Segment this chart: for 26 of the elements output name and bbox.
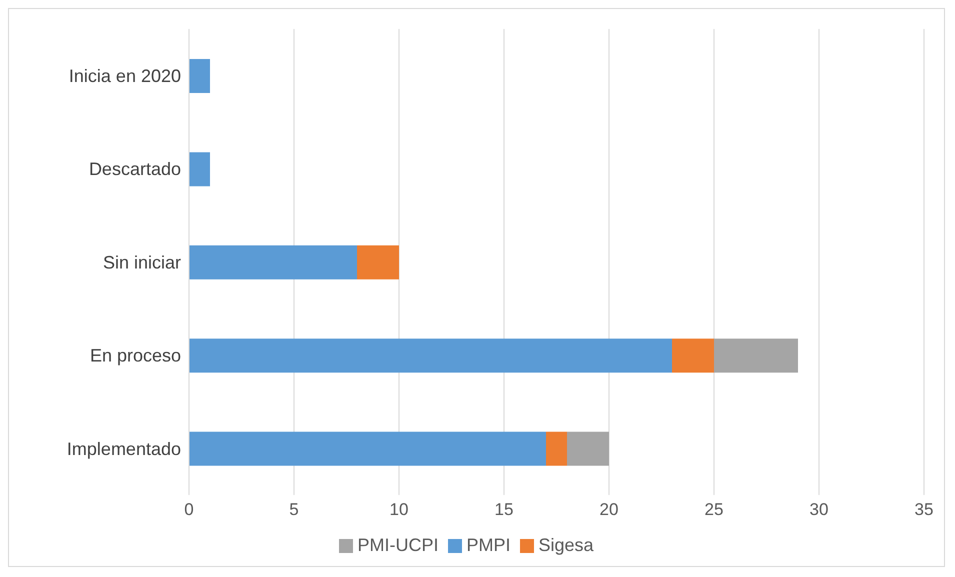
x-tick-label: 10 bbox=[390, 500, 408, 520]
x-tick-label: 15 bbox=[494, 500, 514, 520]
bar bbox=[189, 152, 210, 186]
x-tick-label: 5 bbox=[289, 500, 299, 520]
y-tick-label: En proceso bbox=[90, 346, 181, 366]
bar bbox=[357, 245, 399, 280]
bar bbox=[189, 59, 210, 93]
y-tick-label: Implementado bbox=[66, 438, 181, 459]
legend-label: PMI-UCPI bbox=[357, 535, 438, 555]
bar bbox=[714, 338, 798, 373]
legend-label: PMPI bbox=[466, 535, 510, 555]
bar bbox=[546, 432, 567, 466]
x-tick-label: 25 bbox=[704, 500, 724, 520]
x-tick-label: 20 bbox=[600, 500, 618, 520]
y-tick-label: Descartado bbox=[88, 159, 181, 180]
x-tick-label: 30 bbox=[810, 500, 828, 520]
x-tick-label: 35 bbox=[914, 500, 934, 520]
legend-label: Sigesa bbox=[538, 535, 594, 555]
bar bbox=[189, 432, 546, 466]
bar bbox=[189, 245, 357, 280]
x-tick-label: 0 bbox=[184, 500, 194, 520]
y-tick-label: Sin iniciar bbox=[102, 252, 182, 272]
bar bbox=[672, 338, 714, 373]
bar bbox=[567, 432, 609, 466]
y-tick-label: Inicia en 2020 bbox=[68, 66, 181, 86]
bar bbox=[189, 338, 672, 373]
